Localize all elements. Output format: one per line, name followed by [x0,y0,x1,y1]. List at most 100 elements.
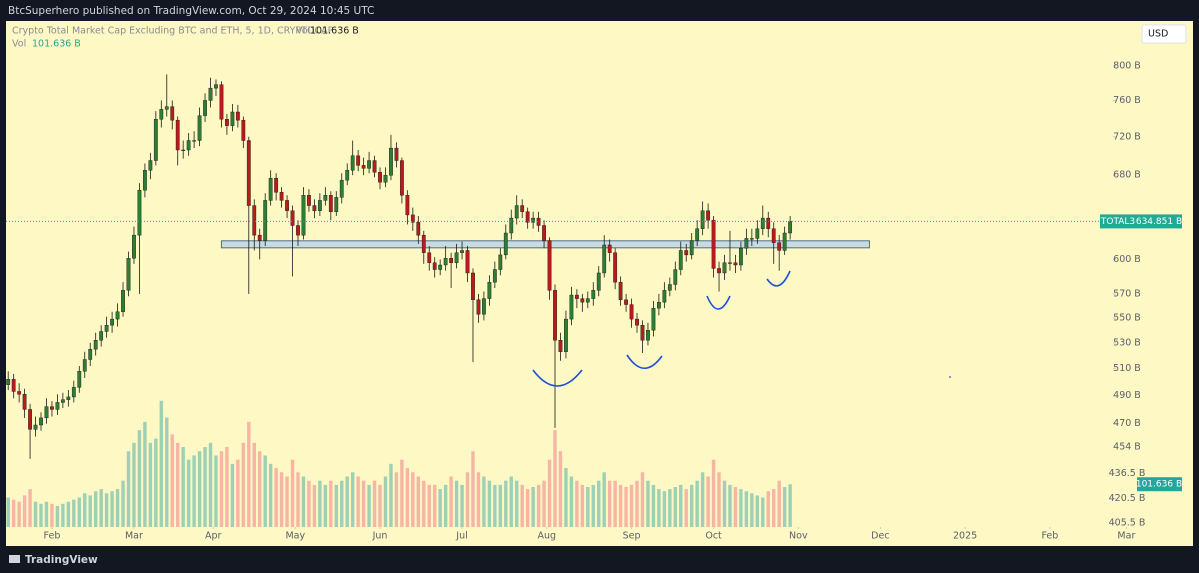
volume-bar [394,472,399,527]
volume-bar [17,501,21,527]
candle-body [651,307,656,331]
candle-body [328,195,333,212]
y-tick-label: 600 B [1113,254,1141,265]
candle-body [421,234,426,253]
volume-bar [728,484,732,527]
candle-body [509,217,514,234]
volume-bar [143,421,147,527]
candle-body [148,160,153,171]
volume-bar [389,463,393,527]
candle-body [356,155,361,166]
volume-bar [356,476,360,527]
candle-body [744,238,749,249]
x-tick-label: Sep [623,531,641,542]
currency-label[interactable]: USD [1148,29,1168,40]
symbol-label: TOTAL3 [1100,217,1135,227]
candle-body [640,325,645,341]
candle-body [263,200,268,241]
candle-body [17,391,22,395]
candle-body [749,238,754,240]
volume-bar [39,503,43,527]
volume-bar [340,480,344,527]
candle-body [121,290,125,312]
candle-body [596,272,601,291]
volume-bar [498,484,503,527]
volume-bar [61,503,65,527]
candle-body [11,379,16,392]
volume-bar [422,480,426,527]
volume-bar [772,489,776,527]
candle-body [755,228,760,239]
annotation-dot [949,376,951,378]
candle-body [39,417,43,426]
candle-body [307,195,311,206]
volume-bar [553,430,557,527]
volume-bar [263,455,267,527]
candle-body [339,179,344,198]
volume-bar [290,459,295,527]
candle-body [673,269,678,285]
volume-bar [312,484,317,527]
x-tick-label: 2025 [953,531,977,542]
volume-bar [454,480,459,527]
candle-body [82,359,87,372]
candle-body [312,205,317,211]
volume-bar [230,463,235,527]
y-tick-label: 405.5 B [1109,517,1146,528]
volume-bar [761,497,765,527]
volume-bar [482,476,486,527]
x-tick-label: Apr [205,531,222,542]
volume-bar [597,480,601,527]
volume-bar [77,497,81,527]
volume-bar [460,484,464,527]
candle-body [585,298,590,303]
candle-body [186,140,191,151]
candle-body [629,304,634,320]
volume-bar [208,442,213,527]
candle-body [788,221,793,234]
volume-bar [695,480,699,527]
candle-body [219,84,224,120]
volume-bar [449,476,453,527]
annotation-arc [532,369,583,387]
candle-body [454,252,459,263]
candle-body [137,190,142,236]
legend-vol-name: Vol [296,26,310,37]
candle-body [553,290,557,341]
volume-bar [591,484,595,527]
volume-bar [165,417,169,527]
candle-body [372,160,377,173]
candle-body [618,281,623,300]
volume-bar [504,480,508,527]
volume-bar [318,480,322,527]
candle-body [323,195,328,201]
volume-bar [99,489,103,527]
volume-bar [372,480,377,527]
volume-bar [350,472,355,527]
volume-bar [487,480,492,527]
candle-body [192,140,197,142]
x-tick-label: Oct [705,531,722,542]
volume-bar [258,451,262,527]
candle-body [88,348,93,360]
volume-bar [132,442,136,527]
y-tick-label: 800 B [1113,60,1141,71]
volume-bar [586,487,590,527]
volume-bar [159,400,164,527]
y-tick-label: 420.5 B [1109,493,1146,504]
candle-body [722,262,727,274]
annotation-arc [626,354,663,370]
candle-body [416,222,421,236]
volume-bar [525,489,530,527]
currency-button[interactable] [1141,24,1187,44]
volume-bar [148,442,153,527]
volume-bar [629,484,634,527]
volume-bar [44,501,49,527]
candle-body [531,217,536,223]
volume-bar [28,489,32,527]
volume-bar [88,495,92,527]
series [6,74,870,527]
candle-body [77,371,82,388]
volume-bar [22,495,27,527]
